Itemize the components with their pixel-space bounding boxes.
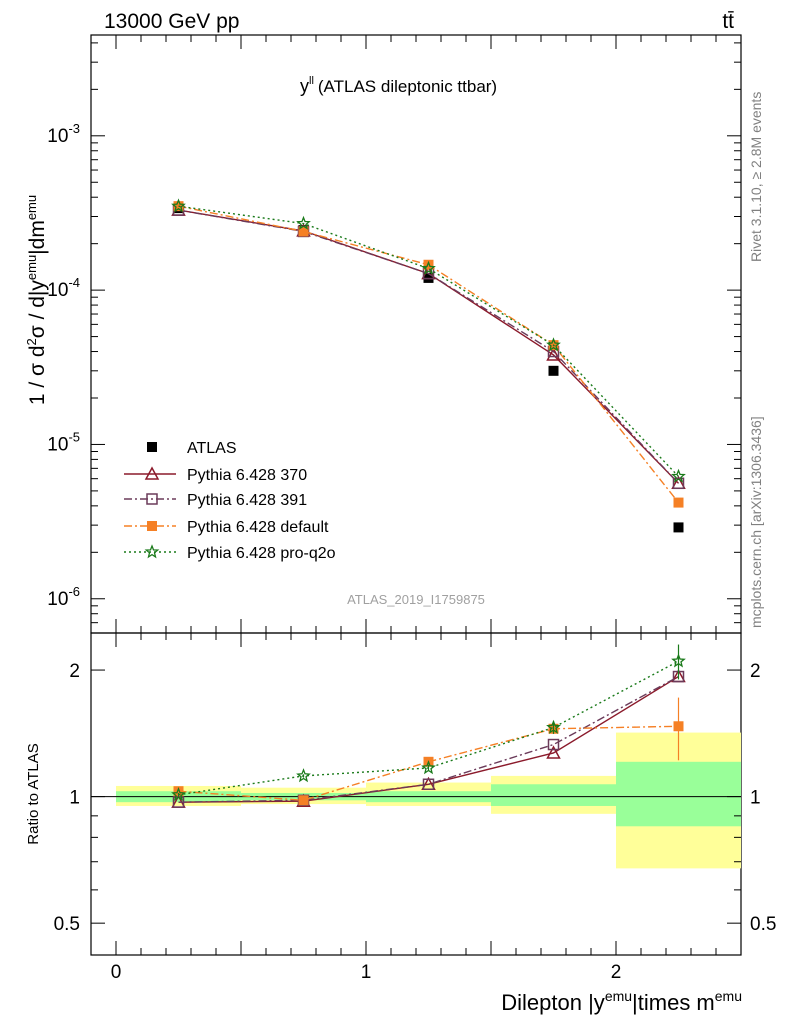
rivet-version-label: Rivet 3.1.10, ≥ 2.8M events <box>748 92 764 262</box>
main-point-4 <box>546 337 561 352</box>
main-line-1 <box>178 209 680 484</box>
legend-label-3: Pythia 6.428 default <box>187 519 329 536</box>
ratio-y-tick-label: 0.5 <box>54 914 80 935</box>
ratio-y-tick-label: 2 <box>69 661 80 682</box>
main-y-tick-label: 10-6 <box>47 584 80 610</box>
ratio-uncertainty-bands <box>91 732 741 869</box>
chart-title: yll (ATLAS dileptonic ttbar) <box>300 75 497 96</box>
main-line-4 <box>178 205 680 477</box>
legend-label-2: Pythia 6.428 391 <box>187 492 307 509</box>
main-y-axis-label: 1 / σ d2σ / d|yemu|dmemu <box>24 195 49 405</box>
analysis-label: ATLAS_2019_I1759875 <box>347 592 485 607</box>
main-point-3 <box>298 226 309 237</box>
legend-marker-4 <box>144 544 160 559</box>
ratio-point-3 <box>421 760 436 775</box>
main-y-tick-label: 10-4 <box>47 275 80 301</box>
legend: ATLAS Pythia 6.428 370 Pythia 6.428 391 Pyt… <box>124 440 336 562</box>
ratio-y-tick-label: 1 <box>69 788 80 809</box>
ratio-point-1 <box>547 738 560 751</box>
ratio-point-3 <box>671 653 686 668</box>
legend-marker-3 <box>147 521 157 531</box>
ratio-point-0 <box>546 745 561 759</box>
ratio-y-tick-label-right: 0.5 <box>750 914 776 935</box>
main-line-3 <box>178 205 680 504</box>
ratio-series <box>171 644 686 808</box>
ratio-point-3 <box>296 768 311 783</box>
main-point-4 <box>421 260 436 275</box>
legend-label-0: ATLAS <box>187 440 237 457</box>
ratio-point-2 <box>173 786 184 797</box>
green-band-4 <box>616 761 741 827</box>
header-right: tt̄ <box>722 10 734 33</box>
ratio-ticks: 0 1 2 0.5 0.5 1 1 2 2 <box>54 35 776 983</box>
ratio-y-tick-label-right: 2 <box>750 661 761 682</box>
x-tick-label: 2 <box>611 962 622 983</box>
legend-label-1: Pythia 6.428 370 <box>187 467 307 484</box>
main-point-4 <box>296 215 311 230</box>
main-point-1 <box>546 347 561 361</box>
main-y-tick-label: 10-5 <box>47 429 80 455</box>
main-plot-frame <box>90 34 742 634</box>
main-point-2 <box>672 477 685 490</box>
mcplots-label: mcplots.cern.ch [arXiv:1306.3436] <box>748 416 764 628</box>
legend-marker-1 <box>144 466 160 480</box>
header-left: 13000 GeV pp <box>104 10 239 33</box>
main-series <box>171 198 686 533</box>
legend-label-4: Pythia 6.428 pro-q2o <box>187 545 336 562</box>
ratio-point-1 <box>422 778 435 791</box>
main-point-4 <box>671 468 686 483</box>
main-point-0 <box>548 365 559 376</box>
ratio-y-tick-label-right: 1 <box>750 788 761 809</box>
ratio-point-2 <box>298 795 309 806</box>
ratio-line-1 <box>178 675 679 803</box>
legend-marker-2 <box>146 493 158 505</box>
ratio-y-axis-label: Ratio to ATLAS <box>25 743 42 844</box>
legend-marker-0 <box>147 442 157 452</box>
main-point-4 <box>171 198 186 213</box>
x-tick-label: 1 <box>361 962 372 983</box>
main-y-tick-label: 10-3 <box>47 121 80 147</box>
x-tick-label: 0 <box>111 962 122 983</box>
ratio-point-3 <box>546 719 561 734</box>
main-y-ticks: 10-6 10-5 10-4 10-3 <box>47 42 741 634</box>
ratio-point-3 <box>171 786 186 802</box>
green-band-3 <box>491 784 616 806</box>
x-axis-label: Dilepton |yemu|times memu <box>501 988 742 1015</box>
main-point-0 <box>673 522 684 533</box>
main-point-3 <box>423 259 434 270</box>
ratio-point-2 <box>673 721 684 732</box>
main-line-2 <box>178 209 680 484</box>
main-point-3 <box>673 497 684 508</box>
